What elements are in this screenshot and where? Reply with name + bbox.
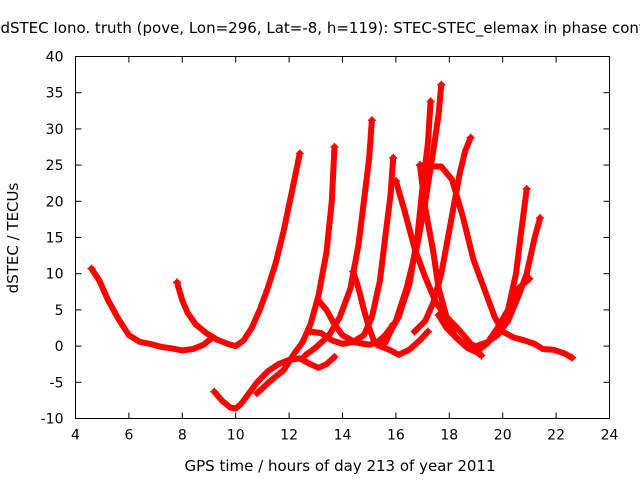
point-marker [330, 143, 339, 151]
series-arc-10 [381, 80, 446, 347]
series-line [174, 150, 303, 350]
point-marker [367, 116, 376, 125]
point-marker [437, 80, 446, 89]
y-tick-label: 25 [46, 158, 64, 174]
point-marker [466, 133, 475, 142]
x-axis: 4 6 8 10 12 14 16 18 20 22 24 [71, 56, 619, 444]
x-tick-label: 4 [71, 428, 80, 444]
point-marker [172, 278, 181, 287]
x-tick-label: 12 [280, 428, 298, 444]
point-marker [391, 177, 400, 186]
point-marker [314, 296, 323, 305]
series-arc-14 [410, 133, 475, 336]
point-marker [253, 389, 262, 398]
x-tick-label: 16 [387, 428, 405, 444]
series-arc-4 [253, 143, 339, 398]
point-marker [381, 338, 390, 347]
y-tick-label: -5 [50, 375, 64, 391]
plot-frame [75, 56, 610, 419]
series-arc-16 [461, 213, 545, 350]
point-marker [210, 387, 219, 396]
series-arc-5 [301, 116, 376, 360]
point-marker [522, 184, 531, 193]
point-marker [477, 351, 486, 360]
series-line [307, 154, 397, 347]
series-arc-15 [434, 184, 531, 355]
series-line [462, 215, 544, 350]
series-line [382, 81, 445, 346]
point-marker [461, 338, 470, 347]
x-axis-label: GPS time / hours of day 213 of year 2011 [185, 457, 496, 475]
x-tick-label: 6 [124, 428, 133, 444]
point-marker [87, 264, 96, 273]
series-line [254, 144, 338, 397]
x-tick-label: 24 [601, 428, 619, 444]
point-marker [330, 352, 339, 361]
x-tick-label: 20 [494, 428, 512, 444]
series-arc-6 [306, 153, 398, 347]
y-axis-label: dSTEC / TECUs [4, 182, 22, 293]
point-marker [301, 351, 310, 360]
series-arc-3 [210, 352, 339, 412]
x-tick-label: 14 [334, 428, 352, 444]
y-tick-label: 10 [46, 267, 64, 283]
x-tick-label: 10 [227, 428, 245, 444]
y-tick-label: -10 [41, 412, 64, 428]
point-marker [536, 213, 545, 222]
series-line [411, 134, 474, 335]
series-arc-2 [172, 149, 304, 350]
point-marker [434, 310, 443, 319]
series-line [211, 354, 338, 412]
x-tick-label: 18 [440, 428, 458, 444]
y-tick-label: 35 [46, 86, 64, 102]
point-marker [373, 340, 382, 349]
series-line [302, 117, 375, 359]
series-arc-1 [87, 264, 216, 354]
y-tick-label: 0 [55, 339, 64, 355]
series-line [88, 265, 215, 354]
point-marker [349, 267, 358, 276]
y-tick-label: 15 [46, 231, 64, 247]
point-marker [410, 327, 419, 336]
y-tick-label: 30 [46, 122, 64, 138]
point-marker [295, 149, 304, 158]
y-tick-label: 40 [46, 50, 64, 66]
x-tick-label: 22 [547, 428, 565, 444]
y-axis: -10 -5 0 5 10 15 20 25 30 35 40 [41, 50, 610, 428]
series-layer [87, 80, 577, 412]
chart-title: dSTEC Iono. truth (pove, Lon=296, Lat=-8… [0, 19, 640, 38]
y-tick-label: 5 [55, 303, 64, 319]
point-marker [426, 97, 435, 106]
x-tick-label: 8 [178, 428, 187, 444]
point-marker [415, 161, 424, 170]
point-marker [423, 327, 432, 336]
y-tick-label: 20 [46, 194, 64, 210]
point-marker [568, 353, 577, 362]
point-marker [389, 153, 398, 162]
point-marker [306, 327, 315, 336]
